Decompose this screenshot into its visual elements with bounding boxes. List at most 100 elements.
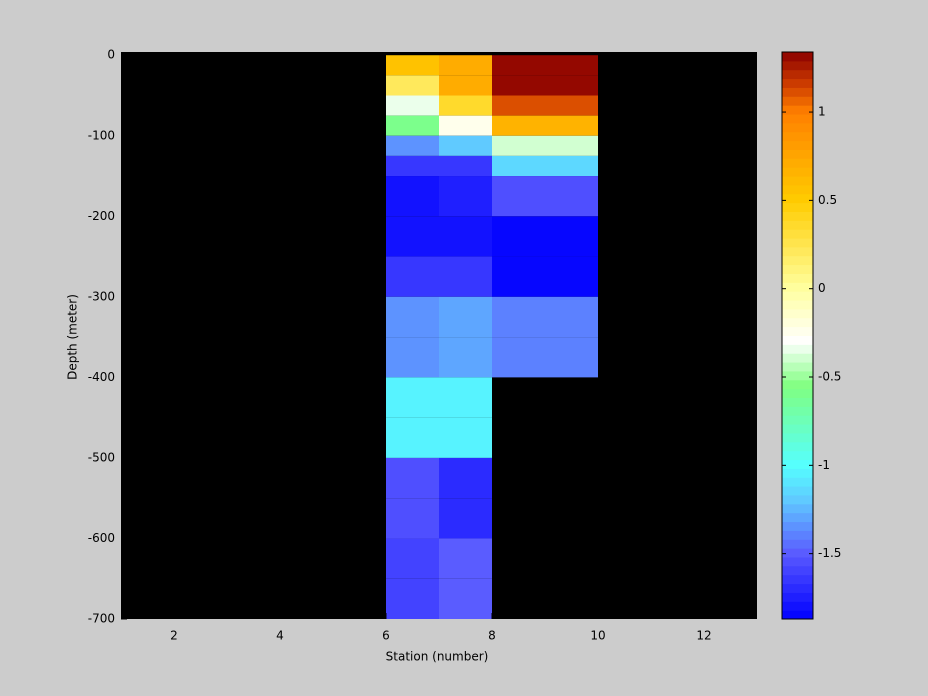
x-tick-label: 2 [170, 629, 178, 643]
colorbar-tick-label: -0.5 [818, 370, 841, 384]
colorbar-step [782, 158, 813, 168]
colorbar-step [782, 441, 813, 452]
heat-cell [386, 296, 439, 338]
colorbar-step [782, 176, 813, 186]
colorbar-step [782, 60, 813, 71]
colorbar-step [782, 362, 813, 372]
heat-cell [492, 337, 598, 378]
heat-cell [439, 256, 492, 297]
colorbar-step [782, 273, 813, 283]
colorbar-step [782, 308, 813, 319]
x-tick-label: 4 [276, 629, 284, 643]
heat-cell [386, 216, 439, 257]
heat-cell [492, 95, 598, 116]
heat-cell [492, 216, 598, 257]
colorbar-step [782, 78, 813, 88]
colorbar-step [782, 87, 813, 97]
colorbar-step [782, 432, 813, 443]
heat-cell [386, 417, 439, 458]
colorbar-step [782, 539, 813, 549]
colorbar-step [782, 388, 813, 399]
colorbar-step [782, 574, 813, 585]
colorbar-step [782, 105, 813, 115]
heat-cell [492, 75, 598, 96]
colorbar-step [782, 52, 813, 62]
colorbar-step [782, 167, 813, 177]
colorbar-step [782, 406, 813, 416]
heat-cell [439, 538, 492, 579]
colorbar-step [782, 459, 813, 469]
colorbar-step [782, 122, 813, 133]
heat-cell [439, 95, 492, 116]
colorbar-step [782, 326, 813, 336]
heat-cell [386, 337, 439, 378]
colorbar-step [782, 246, 813, 257]
colorbar-tick-label: 1 [818, 105, 826, 119]
heat-cell [386, 457, 439, 499]
heat-cell [439, 135, 492, 156]
colorbar-tick-label: -1 [818, 458, 830, 472]
colorbar-step [782, 131, 813, 142]
colorbar-step [782, 300, 813, 310]
heat-cell [386, 75, 439, 96]
heat-cell [492, 296, 598, 338]
heat-cell [386, 135, 439, 156]
heat-cell [386, 256, 439, 297]
colorbar-frame [781, 51, 814, 620]
heat-cell [492, 55, 598, 76]
colorbar-step [782, 370, 813, 381]
colorbar-step [782, 592, 813, 602]
colorbar-step [782, 486, 813, 496]
heat-cell [439, 216, 492, 257]
colorbar-step [782, 477, 813, 487]
y-tick-label: -600 [88, 531, 115, 545]
x-axis-label: Station (number) [386, 650, 489, 664]
heat-cell [386, 538, 439, 579]
colorbar-step [782, 512, 813, 523]
colorbar-step [782, 317, 813, 328]
colorbar-step [782, 521, 813, 531]
colorbar-step [782, 353, 813, 363]
heat-cell [386, 498, 439, 539]
heat-cell [439, 377, 492, 418]
colorbar-step [782, 69, 813, 80]
y-tick-label: -700 [88, 612, 115, 626]
heat-cell [492, 155, 598, 177]
heat-cell [439, 115, 492, 136]
colorbar-step [782, 282, 813, 292]
y-tick-label: -100 [88, 128, 115, 142]
heat-cell [492, 256, 598, 297]
colorbar-step [782, 255, 813, 266]
x-tick-label: 10 [590, 629, 605, 643]
colorbar-step [782, 114, 813, 124]
colorbar-step [782, 264, 813, 274]
heat-cell [386, 95, 439, 116]
heat-cell [386, 176, 439, 217]
heat-cell [386, 578, 439, 619]
x-tick-label: 6 [382, 629, 390, 643]
colorbar-step [782, 184, 813, 195]
heat-cell [439, 155, 492, 177]
colorbar-step [782, 149, 813, 159]
colorbar-step [782, 565, 813, 576]
colorbar-step [782, 291, 813, 301]
heat-cell [439, 337, 492, 378]
colorbar-step [782, 238, 813, 248]
heat-cell [439, 176, 492, 217]
y-tick-label: -400 [88, 370, 115, 384]
colorbar-step [782, 335, 813, 345]
colorbar-step [782, 193, 813, 204]
colorbar-step [782, 397, 813, 407]
heat-cell [439, 296, 492, 338]
colorbar-step [782, 379, 813, 390]
colorbar-tick-label: -1.5 [818, 546, 841, 560]
colorbar-step [782, 610, 813, 620]
colorbar-step [782, 211, 813, 221]
colorbar-step [782, 229, 813, 239]
heat-cell [439, 55, 492, 76]
colorbar-step [782, 530, 813, 540]
heat-cell [492, 115, 598, 136]
colorbar-tick-label: 0.5 [818, 193, 837, 207]
heat-cell [439, 457, 492, 499]
colorbar-step [782, 601, 813, 611]
